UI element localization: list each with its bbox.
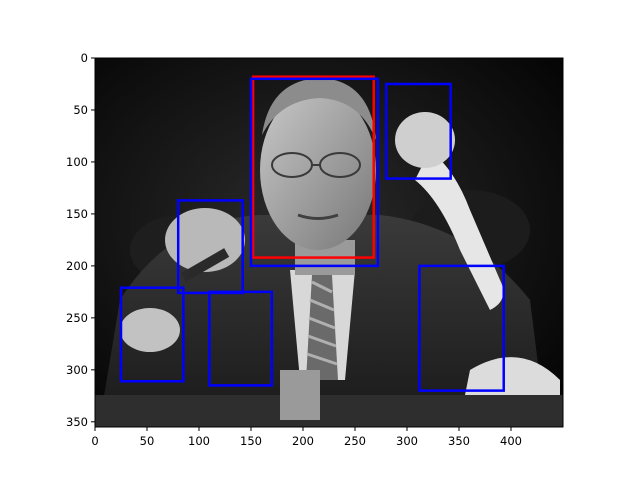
blue-bounding-box <box>119 286 185 383</box>
blue-bounding-box <box>418 264 505 392</box>
y-tick-label: 350 <box>66 415 88 429</box>
x-tick-label: 50 <box>140 434 155 448</box>
y-tick-label: 250 <box>66 311 88 325</box>
blue-bounding-box <box>249 77 380 268</box>
red-bounding-box <box>251 75 375 259</box>
y-axis: 0 50 100 150 200 250 300 350 <box>66 51 95 429</box>
cast-arm <box>415 150 504 310</box>
x-tick-label: 350 <box>448 434 470 448</box>
x-tick-label: 0 <box>91 434 98 448</box>
x-tick-label: 200 <box>292 434 314 448</box>
x-tick-label: 400 <box>500 434 522 448</box>
face-shape <box>260 90 376 250</box>
y-tick-label: 100 <box>66 155 88 169</box>
raised-fist <box>395 112 455 168</box>
x-tick-label: 150 <box>240 434 262 448</box>
x-axis: 0 50 100 150 200 250 300 350 400 <box>91 427 522 448</box>
y-tick-label: 150 <box>66 207 88 221</box>
blue-bounding-box <box>384 82 452 180</box>
x-tick-label: 250 <box>344 434 366 448</box>
blue-bounding-box <box>208 290 274 387</box>
y-tick-label: 200 <box>66 259 88 273</box>
x-tick-label: 300 <box>396 434 418 448</box>
x-tick-label: 100 <box>188 434 210 448</box>
axes-frame <box>94 57 564 428</box>
detection-boxes <box>119 75 505 392</box>
grayscale-photo <box>95 58 563 427</box>
y-tick-label: 300 <box>66 363 88 377</box>
y-tick-label: 0 <box>81 51 88 65</box>
y-tick-label: 50 <box>73 103 88 117</box>
